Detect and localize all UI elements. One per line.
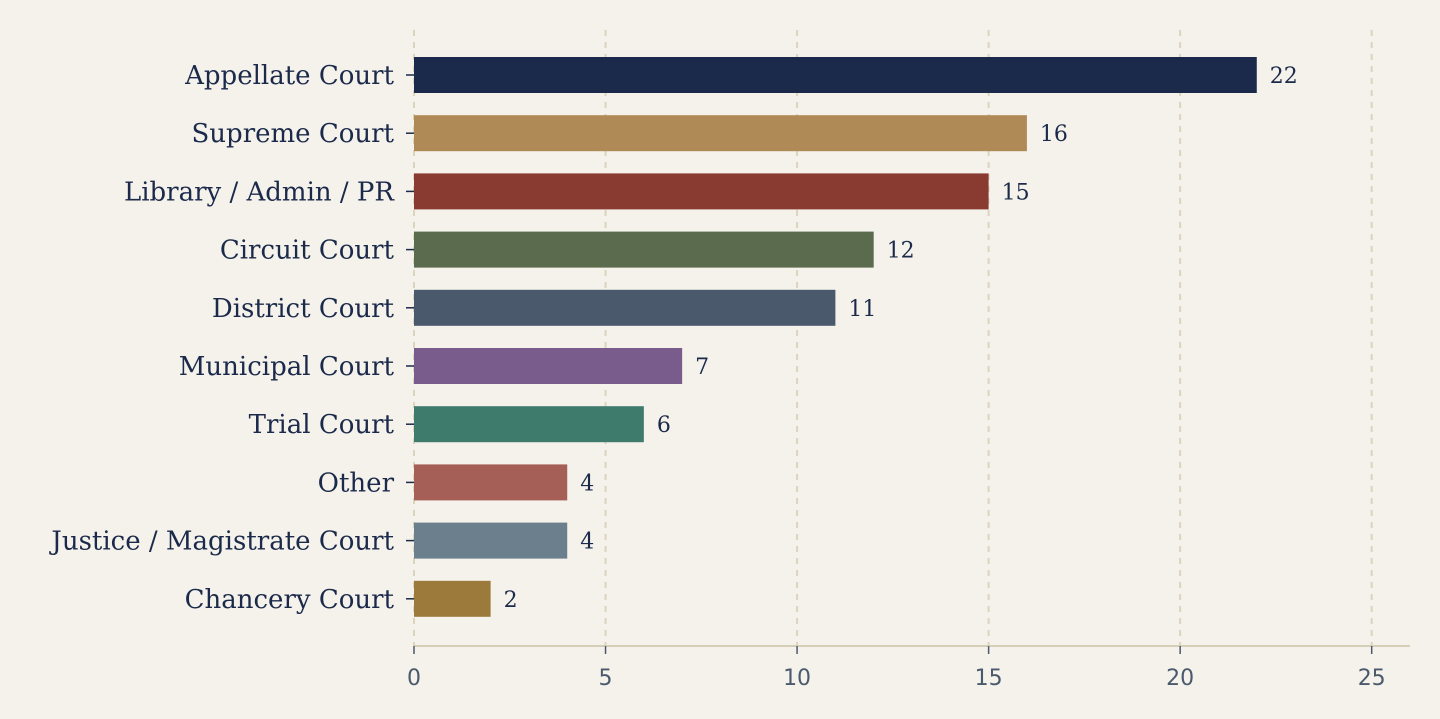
bar — [414, 580, 491, 617]
category-labels: Appellate Court Supreme Court Library / Ad… — [48, 61, 414, 615]
category-label: Chancery Court — [185, 585, 395, 615]
value-label: 4 — [580, 471, 594, 496]
value-labels: 22 16 15 12 11 7 6 4 4 2 — [504, 64, 1298, 613]
bars-group — [414, 57, 1257, 617]
x-tick-label: 15 — [975, 666, 1003, 691]
category-label: Municipal Court — [179, 352, 395, 382]
category-label: Trial Court — [249, 410, 395, 440]
bar — [414, 173, 989, 210]
category-label: Supreme Court — [192, 119, 395, 149]
x-tick-label: 25 — [1358, 666, 1386, 691]
value-label: 4 — [580, 530, 594, 555]
category-label: Circuit Court — [220, 236, 395, 266]
bar — [414, 464, 568, 501]
category-label: Library / Admin / PR — [124, 177, 395, 207]
category-label: Appellate Court — [184, 61, 394, 91]
bar — [414, 289, 836, 326]
bar — [414, 231, 874, 268]
value-label: 6 — [657, 413, 671, 438]
value-label: 11 — [848, 297, 876, 322]
value-label: 2 — [504, 588, 518, 613]
value-label: 22 — [1270, 64, 1298, 89]
x-tick-label: 20 — [1166, 666, 1194, 691]
value-label: 15 — [1002, 180, 1030, 205]
x-axis: 0 5 10 15 20 25 — [407, 645, 1410, 691]
bar — [414, 522, 568, 559]
x-tick-label: 10 — [783, 666, 811, 691]
bar — [414, 57, 1257, 93]
value-label: 7 — [695, 355, 709, 380]
value-label: 16 — [1040, 122, 1068, 147]
value-label: 12 — [887, 239, 915, 264]
x-tick-label: 5 — [599, 666, 613, 691]
bar — [414, 115, 1027, 152]
bar — [414, 406, 644, 443]
x-tick-label: 0 — [407, 666, 421, 691]
category-label: Other — [318, 468, 395, 498]
category-label: District Court — [212, 294, 395, 324]
category-label: Justice / Magistrate Court — [48, 527, 394, 557]
bar — [414, 348, 683, 384]
